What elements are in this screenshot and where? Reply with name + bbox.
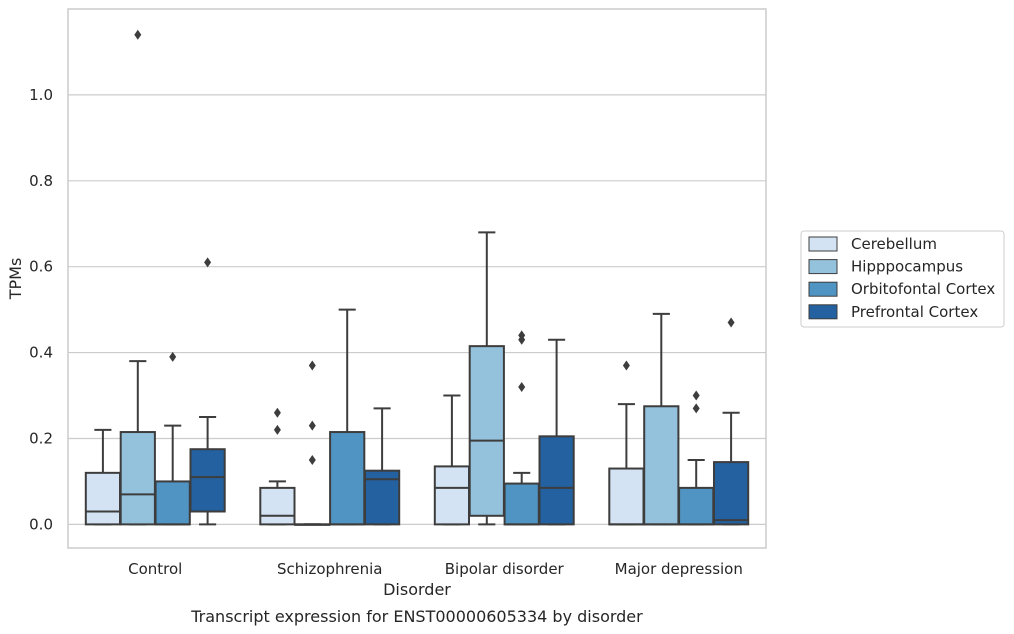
- legend-label: Prefrontal Cortex: [851, 303, 978, 321]
- box: [712, 461, 750, 526]
- legend-swatch: [808, 236, 838, 252]
- x-tick-labels: Control Schizophrenia Bipolar disorder Majo…: [128, 560, 743, 578]
- y-tick-label: 0.2: [29, 429, 53, 447]
- box-group: [259, 308, 401, 526]
- box-group: [84, 29, 226, 526]
- box-group: [433, 231, 575, 526]
- legend-swatch: [808, 259, 838, 275]
- y-tick-label: 0.4: [29, 344, 53, 362]
- box: [468, 345, 505, 517]
- x-tick-label: Major depression: [615, 560, 743, 578]
- outlier-point: [692, 403, 700, 414]
- outlier-point: [692, 390, 700, 401]
- box: [433, 465, 471, 526]
- y-tick-label: 1.0: [29, 86, 53, 104]
- x-tick-label: Control: [128, 560, 182, 578]
- x-tick-label: Schizophrenia: [277, 560, 382, 578]
- legend: Cerebellum Hipppocampus Orbitofontal Corte…: [800, 230, 1005, 328]
- outlier-point: [727, 317, 735, 328]
- legend-frame: [800, 230, 1005, 328]
- outlier-point: [169, 351, 177, 362]
- outlier-point: [273, 407, 281, 418]
- outlier-point: [308, 360, 316, 371]
- legend-label: Cerebellum: [851, 235, 937, 253]
- outlier-point: [308, 420, 316, 431]
- outlier-point: [518, 334, 526, 345]
- x-tick-label: Bipolar disorder: [445, 560, 565, 578]
- box: [503, 482, 540, 526]
- box: [84, 471, 122, 526]
- outlier-point: [134, 29, 142, 40]
- box: [538, 435, 575, 526]
- outlier-point: [622, 360, 630, 371]
- legend-label: Hipppocampus: [851, 258, 963, 276]
- y-tick-label: 0.0: [29, 515, 53, 533]
- box: [189, 448, 226, 513]
- box: [154, 480, 191, 526]
- box: [329, 431, 366, 526]
- legend-swatch: [808, 281, 838, 297]
- chart-caption: Transcript expression for ENST0000060533…: [190, 607, 643, 626]
- x-axis-label: Disorder: [383, 580, 451, 599]
- box-group: [608, 312, 750, 526]
- y-tick-label: 0.8: [29, 172, 53, 190]
- legend-swatch: [808, 304, 838, 320]
- outlier-point: [204, 257, 212, 268]
- box: [643, 405, 680, 526]
- outlier-point: [518, 381, 526, 392]
- outlier-point: [273, 424, 281, 435]
- y-tick-labels: 0.0 0.2 0.4 0.6 0.8 1.0: [29, 86, 53, 533]
- box-groups: [84, 29, 750, 526]
- box: [259, 486, 296, 526]
- legend-label: Orbitofontal Cortex: [851, 280, 995, 298]
- box: [608, 467, 645, 526]
- plot-frame: [67, 8, 767, 549]
- box: [119, 431, 156, 526]
- y-tick-label: 0.6: [29, 258, 53, 276]
- y-axis-label: TPMs: [6, 258, 25, 301]
- box: [678, 486, 715, 526]
- outlier-point: [308, 454, 316, 465]
